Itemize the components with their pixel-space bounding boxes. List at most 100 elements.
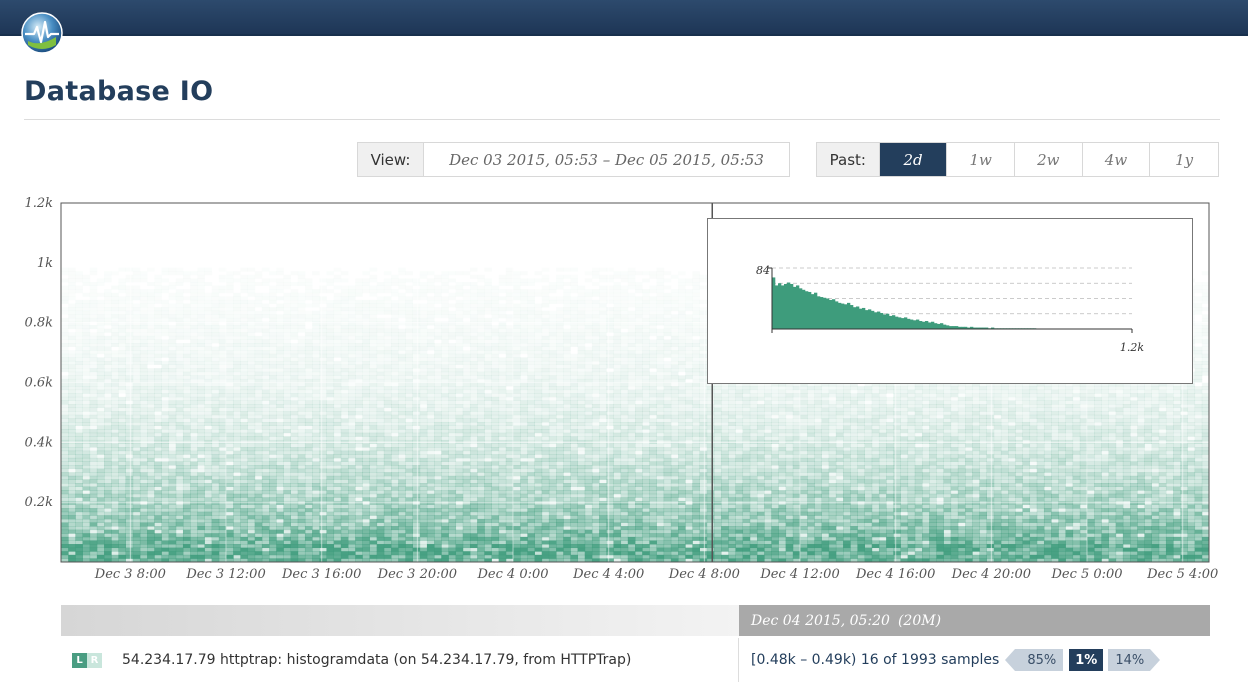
inset-bar bbox=[985, 327, 989, 329]
view-range-field[interactable]: Dec 03 2015, 05:53 – Dec 05 2015, 05:53 bbox=[449, 150, 764, 169]
plot-frame bbox=[60, 202, 1210, 563]
view-range-control: View: Dec 03 2015, 05:53 – Dec 05 2015, … bbox=[357, 142, 790, 177]
period-option-1w[interactable]: 1w bbox=[947, 143, 1015, 176]
percent-above-tag: 14% bbox=[1108, 649, 1161, 671]
bucket-distribution-inset: 84 1.2k bbox=[707, 218, 1193, 384]
inset-bar bbox=[931, 321, 935, 329]
x-tick-label: Dec 4 16:00 bbox=[855, 567, 935, 582]
inset-bar bbox=[976, 327, 980, 329]
inset-bar bbox=[841, 303, 845, 329]
inset-bar bbox=[991, 327, 995, 329]
inset-bar bbox=[829, 299, 833, 329]
inset-bar bbox=[961, 326, 965, 329]
heartbeat-globe-icon[interactable] bbox=[20, 11, 64, 55]
period-option-1y[interactable]: 1y bbox=[1150, 143, 1218, 176]
metric-info: L R 54.234.17.79 httptrap: histogramdata… bbox=[61, 638, 739, 682]
inset-bar bbox=[877, 311, 881, 329]
percent-below-tag: 85% bbox=[1005, 649, 1064, 671]
inset-bar bbox=[934, 323, 938, 329]
selected-time-label: Dec 04 2015, 05:20 (20M) bbox=[739, 605, 1210, 636]
status-gradient-track bbox=[61, 605, 739, 636]
time-status-bar: Dec 04 2015, 05:20 (20M) bbox=[61, 605, 1210, 636]
period-option-4w[interactable]: 4w bbox=[1082, 143, 1151, 176]
inset-bar bbox=[970, 326, 974, 329]
inset-bar bbox=[790, 283, 794, 329]
inset-bar bbox=[967, 327, 971, 329]
inset-bar bbox=[784, 283, 788, 329]
inset-xmax-label: 1.2k bbox=[1120, 341, 1144, 354]
y-tick-label: 0.8k bbox=[24, 316, 53, 331]
bucket-summary: [0.48k – 0.49k) 16 of 1993 samples bbox=[751, 652, 1000, 668]
x-tick-label: Dec 4 12:00 bbox=[759, 567, 839, 582]
inset-bar bbox=[943, 324, 947, 329]
inset-bar bbox=[895, 316, 899, 329]
inset-bar bbox=[868, 309, 872, 329]
page-title: Database IO bbox=[24, 76, 214, 107]
y-tick-label: 1k bbox=[37, 256, 53, 271]
view-label: View: bbox=[358, 143, 424, 176]
inset-bar bbox=[814, 292, 818, 329]
x-tick-label: Dec 5 0:00 bbox=[1050, 567, 1122, 582]
inset-bar bbox=[796, 285, 800, 329]
right-axis-button[interactable]: R bbox=[87, 652, 102, 668]
inset-bar bbox=[898, 317, 902, 329]
inset-bar bbox=[856, 306, 860, 329]
inset-bar bbox=[901, 318, 905, 329]
inset-bar bbox=[859, 308, 863, 329]
inset-bar bbox=[781, 285, 785, 329]
past-period-selector: Past: 2d 1w 2w 4w 1y bbox=[816, 142, 1219, 177]
y-tick-label: 1.2k bbox=[24, 196, 53, 211]
title-divider bbox=[24, 119, 1220, 120]
x-tick-label: Dec 3 8:00 bbox=[94, 567, 166, 582]
inset-bar bbox=[919, 321, 923, 329]
top-navigation-bar bbox=[0, 0, 1248, 36]
inset-bar bbox=[772, 277, 776, 329]
inset-bar bbox=[847, 302, 851, 329]
left-axis-button[interactable]: L bbox=[72, 652, 87, 668]
inset-bar bbox=[787, 282, 791, 329]
x-tick-label: Dec 4 4:00 bbox=[572, 567, 644, 582]
y-tick-label: 0.4k bbox=[24, 435, 53, 450]
x-tick-label: Dec 5 4:00 bbox=[1146, 567, 1218, 582]
inset-bar bbox=[832, 299, 836, 329]
inset-bar bbox=[937, 323, 941, 329]
inset-bar bbox=[958, 326, 962, 329]
period-option-2w[interactable]: 2w bbox=[1015, 143, 1083, 176]
inset-bar bbox=[808, 291, 812, 329]
inset-bar bbox=[913, 320, 917, 329]
inset-bar bbox=[910, 319, 914, 329]
inset-bar bbox=[862, 307, 866, 329]
inset-bar bbox=[904, 317, 908, 329]
inset-bar bbox=[907, 318, 911, 329]
inset-ymax-label: 84 bbox=[756, 264, 770, 277]
inset-bar bbox=[949, 326, 953, 329]
selected-period: (20M) bbox=[897, 612, 942, 629]
inset-bar bbox=[916, 319, 920, 329]
inset-bar bbox=[820, 297, 824, 329]
inset-bar bbox=[952, 326, 956, 329]
inset-bar bbox=[922, 321, 926, 329]
inset-bar bbox=[805, 291, 809, 329]
period-option-2d[interactable]: 2d bbox=[879, 143, 948, 176]
inset-bar bbox=[838, 302, 842, 329]
inset-bar bbox=[844, 304, 848, 329]
y-tick-label: 0.2k bbox=[24, 495, 53, 510]
inset-bar bbox=[886, 313, 890, 329]
inset-bar bbox=[823, 297, 827, 329]
x-tick-label: Dec 4 0:00 bbox=[476, 567, 548, 582]
inset-bar bbox=[928, 322, 932, 329]
x-tick-label: Dec 4 8:00 bbox=[668, 567, 740, 582]
inset-bar bbox=[871, 310, 875, 329]
past-label: Past: bbox=[817, 143, 880, 176]
inset-bar bbox=[889, 315, 893, 329]
inset-bar bbox=[880, 313, 884, 329]
inset-bar bbox=[811, 294, 815, 329]
selected-time: Dec 04 2015, 05:20 bbox=[751, 612, 890, 629]
inset-bar bbox=[775, 285, 779, 329]
inset-bar bbox=[982, 327, 986, 329]
metric-row: L R 54.234.17.79 httptrap: histogramdata… bbox=[61, 638, 1210, 682]
inset-bar bbox=[835, 301, 839, 329]
axis-toggle: L R bbox=[72, 652, 102, 668]
bucket-info: [0.48k – 0.49k) 16 of 1993 samples 85% 1… bbox=[739, 638, 1210, 682]
inset-bar bbox=[883, 314, 887, 329]
